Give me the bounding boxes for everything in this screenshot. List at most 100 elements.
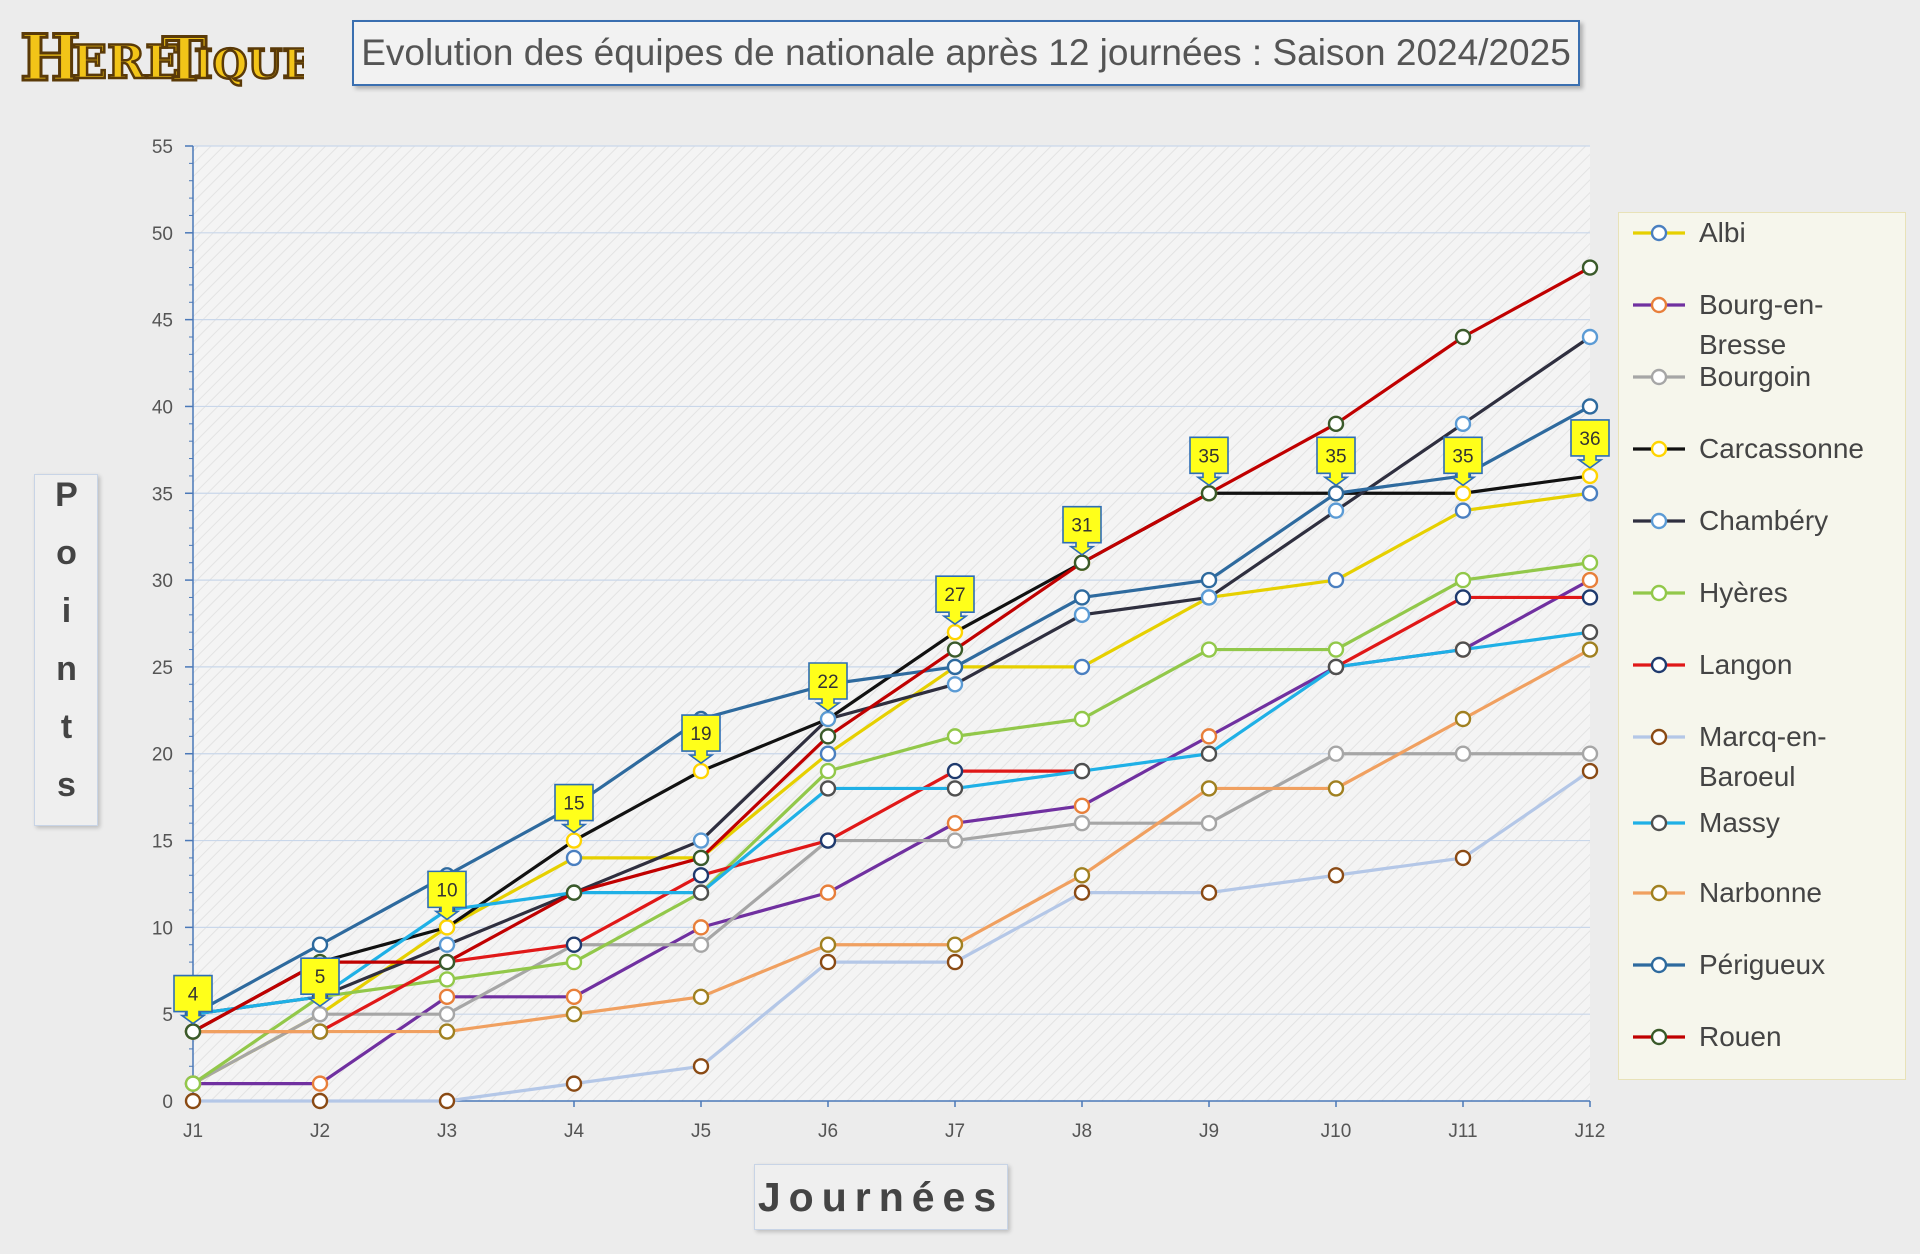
data-point: [1327, 485, 1345, 502]
legend-item: Albi: [1629, 213, 1899, 253]
data-point: [946, 832, 964, 849]
leader-label: 22: [808, 662, 848, 712]
legend: Albi Bourg-en-Bresse Bourgoin Carcassonne Ch…: [1618, 212, 1906, 1080]
x-tick-label: J7: [945, 1121, 965, 1142]
legend-item: Massy: [1629, 803, 1899, 843]
data-point: [1581, 485, 1599, 502]
data-point: [1200, 641, 1218, 658]
legend-item: Narbonne: [1629, 873, 1899, 913]
data-point: [946, 814, 964, 832]
data-point: [565, 832, 583, 849]
data-point: [184, 1075, 202, 1092]
chart-title-box: Evolution des équipes de nationale après…: [352, 20, 1580, 86]
data-point: [565, 936, 583, 953]
data-point: [311, 1092, 329, 1110]
y-tick-label: 55: [152, 137, 173, 158]
leader-label-box: [935, 575, 975, 626]
series-line: [192, 491, 1591, 1086]
legend-label: Marcq-en- Baroeul: [1699, 721, 1827, 792]
svg-text:ERE: ERE: [72, 35, 180, 89]
leader-label: 36: [1570, 419, 1610, 469]
x-tick-label: J8: [1072, 1121, 1092, 1142]
leader-label: 31: [1062, 505, 1102, 556]
data-point: [1454, 571, 1472, 589]
leader-label-box: [1062, 505, 1102, 556]
legend-label: Carcassonne: [1699, 433, 1864, 464]
data-point: [1073, 658, 1091, 676]
x-tick-label: J2: [310, 1121, 330, 1142]
leader-label-value: 19: [690, 724, 711, 745]
data-point: [1454, 485, 1472, 502]
data-point: [184, 1023, 202, 1040]
x-tick-label: J6: [818, 1121, 838, 1142]
legend-swatch: [1633, 1028, 1685, 1046]
x-tick-label: J3: [437, 1121, 457, 1142]
leader-label-box: [1443, 436, 1483, 487]
data-point: [1581, 589, 1599, 606]
leader-label-value: 15: [563, 794, 584, 815]
series-line: [192, 405, 1591, 1016]
data-point: [1073, 589, 1091, 606]
legend-item: Hyères: [1629, 573, 1899, 613]
data-point: [692, 919, 710, 936]
x-tick-label: J5: [691, 1121, 711, 1142]
data-point: [1073, 797, 1091, 815]
y-tick-label: 15: [152, 832, 173, 853]
data-point: [184, 1092, 202, 1110]
data-point: [1454, 589, 1472, 606]
data-point: [819, 936, 837, 953]
data-point: [819, 710, 837, 728]
leader-label: 19: [681, 714, 721, 765]
data-point: [946, 676, 964, 693]
data-point: [946, 623, 964, 641]
data-point: [438, 953, 456, 971]
data-point: [1073, 884, 1091, 901]
data-point: [1327, 780, 1345, 797]
series-line: [192, 561, 1591, 1085]
legend-item: Chambéry: [1629, 501, 1899, 541]
leader-label-box: [1570, 419, 1610, 469]
leader-label: 5: [300, 957, 340, 1008]
x-tick-label: J10: [1321, 1121, 1352, 1142]
leader-label-value: 27: [944, 585, 965, 606]
legend-swatch: [1633, 956, 1685, 974]
legend-item: Périgueux: [1629, 945, 1899, 985]
y-tick-label: 20: [152, 745, 173, 766]
legend-item: Bourgoin: [1629, 357, 1899, 397]
legend-swatch: [1633, 814, 1685, 832]
leader-label: 15: [554, 783, 594, 834]
leader-label-box: [681, 714, 721, 765]
data-point: [438, 919, 456, 936]
legend-swatch: [1633, 224, 1685, 242]
data-point: [946, 641, 964, 658]
data-point: [1454, 849, 1472, 867]
data-point: [819, 728, 837, 745]
x-tick-label: J11: [1448, 1121, 1477, 1142]
series-line: [192, 630, 1591, 1016]
data-point: [1200, 745, 1218, 762]
series-line: [192, 335, 1591, 1016]
data-point: [692, 1058, 710, 1075]
legend-swatch: [1633, 884, 1685, 902]
legend-label: Langon: [1699, 649, 1793, 680]
data-point: [819, 884, 837, 901]
leader-label-value: 10: [436, 880, 457, 901]
data-point: [819, 762, 837, 780]
series-line: [192, 266, 1591, 1033]
leader-label-box: [300, 957, 340, 1008]
y-tick-label: 5: [162, 1005, 173, 1026]
data-point: [946, 728, 964, 745]
legend-label: Massy: [1699, 807, 1780, 838]
svg-text:H: H: [20, 21, 80, 96]
y-tick-label: 0: [162, 1092, 173, 1113]
data-point: [1200, 485, 1218, 502]
x-tick-label: J9: [1199, 1121, 1219, 1142]
leader-label-box: [173, 974, 213, 1025]
leader-labels: 4 5 10 15 19 22 27 31 35 35 35 36: [173, 419, 1610, 1025]
data-point: [1581, 328, 1599, 346]
data-point: [946, 953, 964, 971]
data-point: [438, 988, 456, 1006]
data-point: [1200, 589, 1218, 606]
